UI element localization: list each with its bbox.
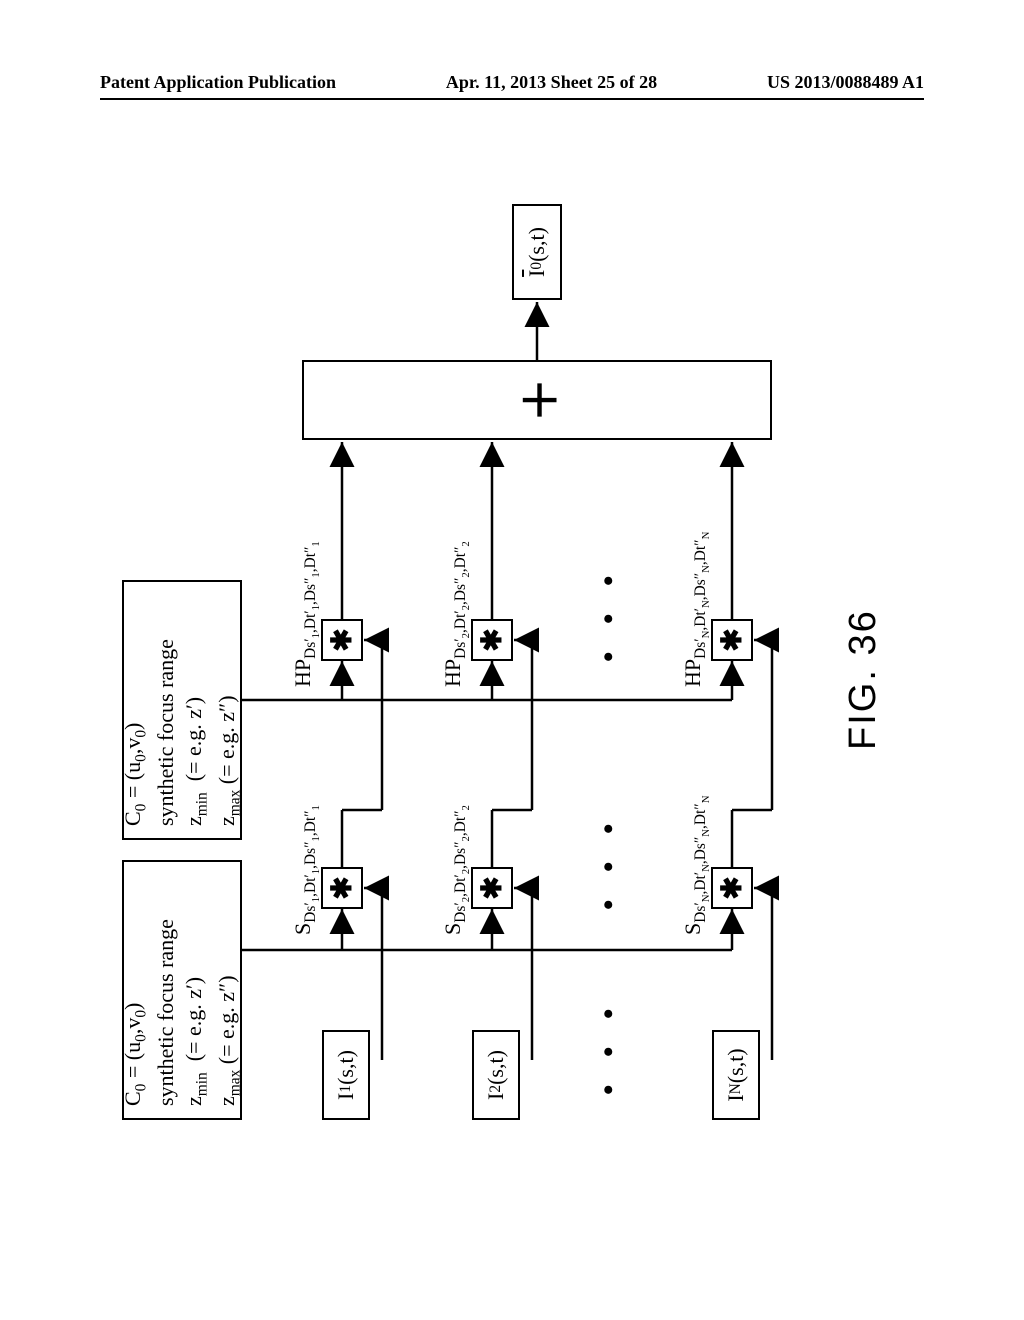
param-b-line2: synthetic focus range bbox=[152, 639, 181, 826]
header-center: Apr. 11, 2013 Sheet 25 of 28 bbox=[446, 72, 657, 93]
ellipsis-S: • • • bbox=[592, 813, 626, 910]
output-box: I0(s,t) bbox=[512, 204, 562, 300]
page-header: Patent Application Publication Apr. 11, … bbox=[100, 72, 924, 93]
conv-op-S1: ✱ bbox=[321, 867, 363, 909]
conv-op-S2: ✱ bbox=[471, 867, 513, 909]
ellipsis-HP: • • • bbox=[592, 565, 626, 662]
diagram-rotated: C0 = (u0,v0) synthetic focus range zmin … bbox=[112, 190, 912, 1150]
conv-op-HP1: ✱ bbox=[321, 619, 363, 661]
input-I1: I1(s,t) bbox=[322, 1030, 370, 1120]
label-HPN: HPDs′N,Dt′N,Ds″N,Dt″N bbox=[680, 532, 712, 687]
ellipsis-inputs: • • • bbox=[592, 998, 626, 1095]
diagram: C0 = (u0,v0) synthetic focus range zmin … bbox=[112, 190, 912, 1150]
param-a-line2: synthetic focus range bbox=[152, 919, 181, 1106]
param-b-line4: zmax (= e.g. z″) bbox=[213, 639, 245, 826]
param-a-line1: C0 = (u0,v0) bbox=[119, 919, 151, 1106]
param-box-a: C0 = (u0,v0) synthetic focus range zmin … bbox=[122, 860, 242, 1120]
conv-op-HPN: ✱ bbox=[711, 619, 753, 661]
param-b-line1: C0 = (u0,v0) bbox=[119, 639, 151, 826]
input-IN: IN(s,t) bbox=[712, 1030, 760, 1120]
conv-op-SN: ✱ bbox=[711, 867, 753, 909]
label-S1: SDs′1,Dt′1,Ds″1,Dt″1 bbox=[290, 805, 322, 935]
input-I2: I2(s,t) bbox=[472, 1030, 520, 1120]
header-rule bbox=[100, 98, 924, 100]
figure-label: FIG. 36 bbox=[842, 609, 885, 750]
label-SN: SDs′N,Dt′N,Ds″N,Dt″N bbox=[680, 796, 712, 936]
param-b-line3: zmin (= e.g. z′) bbox=[180, 639, 212, 826]
sum-box: ＋ bbox=[302, 360, 772, 440]
param-a-line4: zmax (= e.g. z″) bbox=[213, 919, 245, 1106]
label-HP2: HPDs′2,Dt′2,Ds″2,Dt″2 bbox=[440, 541, 472, 687]
conv-op-HP2: ✱ bbox=[471, 619, 513, 661]
label-S2: SDs′2,Dt′2,Ds″2,Dt″2 bbox=[440, 805, 472, 935]
param-a-line3: zmin (= e.g. z′) bbox=[180, 919, 212, 1106]
param-box-b: C0 = (u0,v0) synthetic focus range zmin … bbox=[122, 580, 242, 840]
page: Patent Application Publication Apr. 11, … bbox=[0, 0, 1024, 1320]
header-left: Patent Application Publication bbox=[100, 72, 336, 93]
label-HP1: HPDs′1,Dt′1,Ds″1,Dt″1 bbox=[290, 541, 322, 687]
header-right: US 2013/0088489 A1 bbox=[767, 72, 924, 93]
